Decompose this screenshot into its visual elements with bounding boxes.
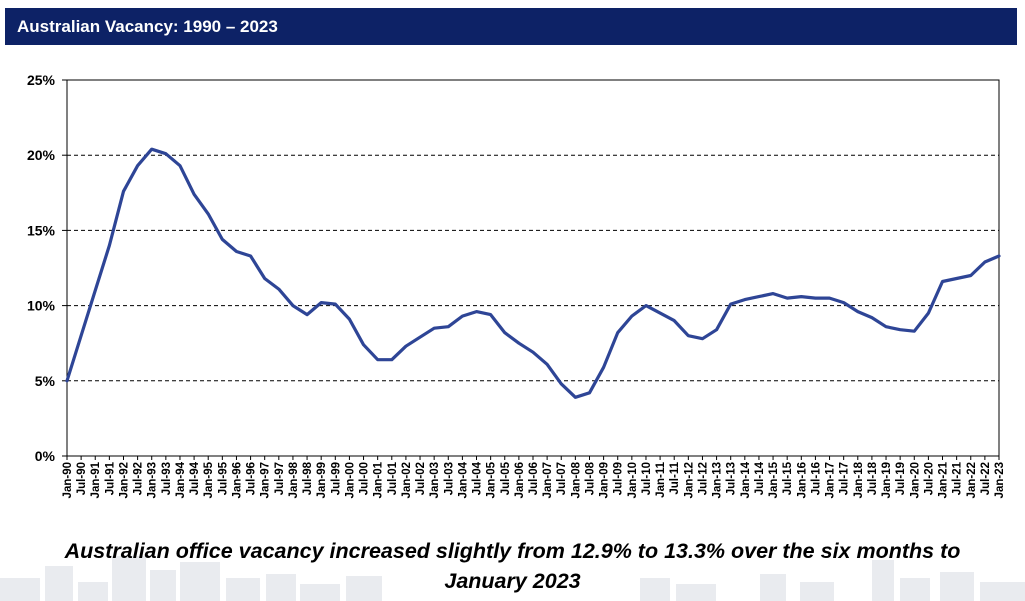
x-tick-label: Jul-06 [528, 462, 540, 495]
plot-area-border [66, 79, 1000, 457]
x-tick-label: Jul-04 [472, 461, 484, 495]
x-tick-label: Jul-05 [500, 461, 512, 495]
x-tick-label: Jul-93 [161, 462, 173, 495]
x-tick-label: Jan-92 [118, 462, 130, 498]
y-tick-label: 0% [35, 448, 56, 464]
x-tick-label: Jul-07 [556, 462, 568, 495]
x-tick-label: Jan-23 [994, 462, 1006, 498]
x-tick-label: Jul-95 [217, 461, 229, 495]
x-tick-label: Jan-12 [683, 462, 695, 498]
x-tick-label: Jan-90 [62, 462, 74, 498]
chart-canvas: 0% 5% 10% 15% 20% 25% Jan-90 Jul-90 Jan-91 Jul-91… [27, 72, 1006, 498]
x-tick-label: Jan-11 [655, 461, 667, 497]
x-tick-label: Jan-04 [457, 461, 469, 498]
y-tick-label: 5% [35, 373, 56, 389]
x-tick-label: Jul-19 [895, 462, 907, 495]
x-tick-label: Jul-09 [613, 462, 625, 495]
vacancy-line-chart: 0% 5% 10% 15% 20% 25% Jan-90 Jul-90 Jan-91 Jul-91… [0, 50, 1025, 540]
caption-line-2: January 2023 [444, 569, 581, 593]
x-tick-label: Jul-16 [810, 462, 822, 495]
city-skyline-watermark [0, 548, 1025, 601]
x-tick-label: Jan-16 [796, 462, 808, 498]
x-tick-label: Jul-18 [867, 461, 879, 495]
x-tick-label: Jan-15 [768, 461, 780, 498]
x-tick-label: Jan-98 [288, 461, 300, 498]
x-tick-label: Jul-94 [189, 461, 201, 495]
x-tick-label: Jan-10 [627, 462, 639, 498]
x-tick-label: Jul-14 [754, 461, 766, 495]
x-tick-label: Jul-90 [76, 462, 88, 495]
y-tick-label: 25% [27, 72, 56, 88]
x-tick-label: Jan-95 [203, 461, 215, 498]
y-tick-label: 20% [27, 147, 56, 163]
x-tick-label: Jul-21 [952, 461, 964, 495]
x-tick-label: Jul-96 [246, 462, 258, 495]
x-tick-label: Jul-22 [980, 462, 992, 495]
x-tick-label: Jan-08 [570, 461, 582, 498]
x-tick-label: Jan-93 [147, 462, 159, 498]
x-tick-label: Jan-17 [825, 462, 837, 498]
x-tick-label: Jul-99 [330, 462, 342, 495]
x-tick-label: Jan-91 [90, 461, 102, 498]
x-tick-label: Jan-05 [486, 461, 498, 498]
x-tick-label: Jul-10 [641, 462, 653, 495]
x-tick-label: Jan-13 [712, 462, 724, 498]
x-tick-label: Jan-07 [542, 462, 554, 498]
x-tick-label: Jul-91 [104, 461, 116, 495]
x-tick-label: Jul-08 [584, 461, 596, 495]
x-tick-label: Jan-22 [966, 462, 978, 498]
x-tick-label: Jul-13 [726, 462, 738, 495]
x-tick-label: Jul-01 [387, 461, 399, 495]
x-tick-label: Jul-97 [274, 462, 286, 495]
x-tick-label: Jan-01 [373, 461, 385, 498]
chart-title: Australian Vacancy: 1990 – 2023 [17, 16, 278, 36]
x-tick-label: Jan-09 [599, 462, 611, 498]
x-tick-label: Jan-14 [740, 461, 752, 498]
x-tick-label: Jan-21 [938, 461, 950, 498]
x-tick-label: Jan-02 [401, 462, 413, 498]
x-tick-label: Jul-11 [669, 461, 681, 494]
x-tick-label: Jul-92 [133, 462, 145, 495]
y-tick-label: 10% [27, 298, 56, 314]
x-tick-label: Jan-00 [344, 462, 356, 498]
x-tick-label: Jul-02 [415, 462, 427, 495]
x-tick-label: Jan-99 [316, 462, 328, 498]
series-line [65, 147, 1001, 399]
x-tick-label: Jul-15 [782, 461, 794, 495]
x-tick-label: Jan-03 [429, 462, 441, 498]
chart-caption: Australian office vacancy increased slig… [0, 536, 1025, 596]
x-tick-label: Jan-19 [881, 462, 893, 498]
x-tick-label: Jan-97 [260, 462, 272, 498]
x-tick-label: Jul-00 [359, 462, 371, 495]
y-tick-label: 15% [27, 222, 56, 238]
x-tick-label: Jan-06 [514, 462, 526, 498]
chart-header: Australian Vacancy: 1990 – 2023 [5, 8, 1017, 45]
x-tick-label: Jan-18 [853, 461, 865, 498]
x-tick-label: Jul-20 [923, 462, 935, 495]
x-tick-label: Jan-20 [909, 462, 921, 498]
x-tick-label: Jan-96 [231, 462, 243, 498]
x-tick-label: Jul-17 [839, 462, 851, 495]
x-tick-label: Jan-94 [175, 461, 187, 498]
caption-line-1: Australian office vacancy increased slig… [64, 539, 961, 563]
x-tick-label: Jul-98 [302, 461, 314, 495]
x-tick-label: Jul-12 [697, 462, 709, 495]
x-tick-label: Jul-03 [443, 462, 455, 495]
